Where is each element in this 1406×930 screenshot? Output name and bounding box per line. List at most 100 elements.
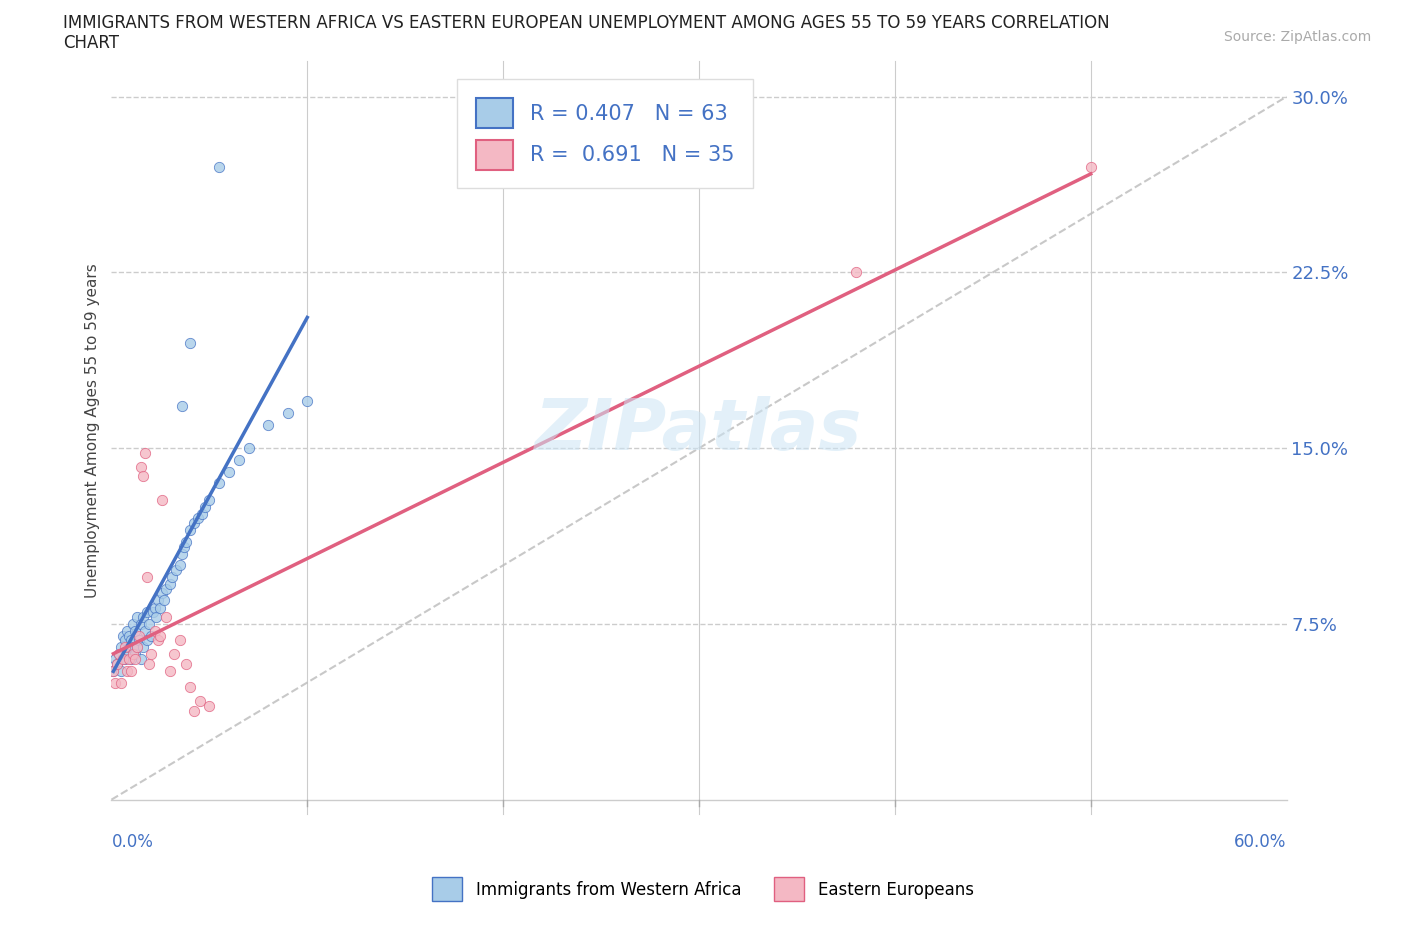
Point	[139, 647, 162, 662]
Point	[135, 633, 157, 648]
Point	[228, 452, 250, 467]
Point	[173, 539, 195, 554]
Point	[138, 617, 160, 631]
Point	[105, 657, 128, 671]
Point	[188, 694, 211, 709]
Point	[118, 652, 141, 667]
Point	[112, 652, 135, 667]
Point	[194, 499, 217, 514]
Point	[122, 640, 145, 655]
Point	[132, 640, 155, 655]
Point	[134, 445, 156, 460]
Point	[125, 640, 148, 655]
Point	[108, 647, 131, 662]
Point	[114, 640, 136, 655]
Point	[112, 652, 135, 667]
Point	[1080, 160, 1102, 175]
Point	[135, 569, 157, 584]
Point	[103, 663, 125, 678]
Point	[125, 609, 148, 624]
Point	[170, 399, 193, 414]
Y-axis label: Unemployment Among Ages 55 to 59 years: Unemployment Among Ages 55 to 59 years	[86, 263, 100, 598]
Point	[170, 546, 193, 561]
Point	[183, 703, 205, 718]
Point	[139, 628, 162, 643]
Point	[114, 652, 136, 667]
Point	[845, 265, 868, 280]
Point	[108, 647, 131, 662]
Point	[118, 640, 141, 655]
Legend: Immigrants from Western Africa, Eastern Europeans: Immigrants from Western Africa, Eastern …	[426, 870, 980, 908]
Point	[160, 569, 183, 584]
Point	[110, 675, 132, 690]
Point	[174, 535, 197, 550]
Point	[143, 623, 166, 638]
Text: IMMIGRANTS FROM WESTERN AFRICA VS EASTERN EUROPEAN UNEMPLOYMENT AMONG AGES 55 TO: IMMIGRANTS FROM WESTERN AFRICA VS EASTER…	[63, 14, 1109, 32]
Point	[115, 647, 138, 662]
Point	[125, 640, 148, 655]
Point	[153, 593, 176, 608]
Text: 0.0%: 0.0%	[111, 833, 153, 851]
Point	[163, 647, 186, 662]
Point	[120, 663, 142, 678]
Point	[115, 663, 138, 678]
Point	[174, 657, 197, 671]
Point	[198, 698, 221, 713]
Point	[155, 609, 177, 624]
Point	[218, 464, 240, 479]
Point	[132, 609, 155, 624]
Point	[187, 511, 209, 525]
Point	[128, 628, 150, 643]
Point	[155, 581, 177, 596]
Point	[124, 647, 146, 662]
Point	[179, 680, 201, 695]
Point	[114, 633, 136, 648]
Point	[110, 663, 132, 678]
Point	[277, 405, 299, 420]
Point	[103, 663, 125, 678]
Point	[129, 459, 152, 474]
Point	[135, 604, 157, 619]
Text: CHART: CHART	[63, 34, 120, 52]
Point	[128, 633, 150, 648]
Point	[120, 652, 142, 667]
Point	[257, 418, 280, 432]
Point	[208, 476, 231, 491]
Point	[124, 623, 146, 638]
Point	[118, 628, 141, 643]
Point	[120, 633, 142, 648]
Point	[143, 600, 166, 615]
Point	[159, 577, 181, 591]
Point	[134, 623, 156, 638]
Point	[165, 563, 187, 578]
Point	[104, 675, 127, 690]
Point	[148, 593, 170, 608]
Point	[169, 558, 191, 573]
Point	[169, 633, 191, 648]
Point	[145, 609, 167, 624]
Point	[150, 492, 173, 507]
Point	[179, 523, 201, 538]
Point	[148, 633, 170, 648]
Text: Source: ZipAtlas.com: Source: ZipAtlas.com	[1223, 30, 1371, 44]
Text: ZIPatlas: ZIPatlas	[536, 396, 863, 465]
Point	[138, 657, 160, 671]
Legend: R = 0.407   N = 63, R =  0.691   N = 35: R = 0.407 N = 63, R = 0.691 N = 35	[457, 79, 754, 188]
Point	[110, 640, 132, 655]
Point	[132, 469, 155, 484]
Point	[149, 600, 172, 615]
Point	[129, 652, 152, 667]
Point	[208, 160, 231, 175]
Point	[238, 441, 260, 456]
Point	[141, 604, 163, 619]
Point	[115, 623, 138, 638]
Point	[124, 652, 146, 667]
Text: 60.0%: 60.0%	[1234, 833, 1286, 851]
Point	[122, 647, 145, 662]
Point	[150, 586, 173, 601]
Point	[179, 336, 201, 351]
Point	[129, 617, 152, 631]
Point	[149, 628, 172, 643]
Point	[159, 663, 181, 678]
Point	[104, 652, 127, 667]
